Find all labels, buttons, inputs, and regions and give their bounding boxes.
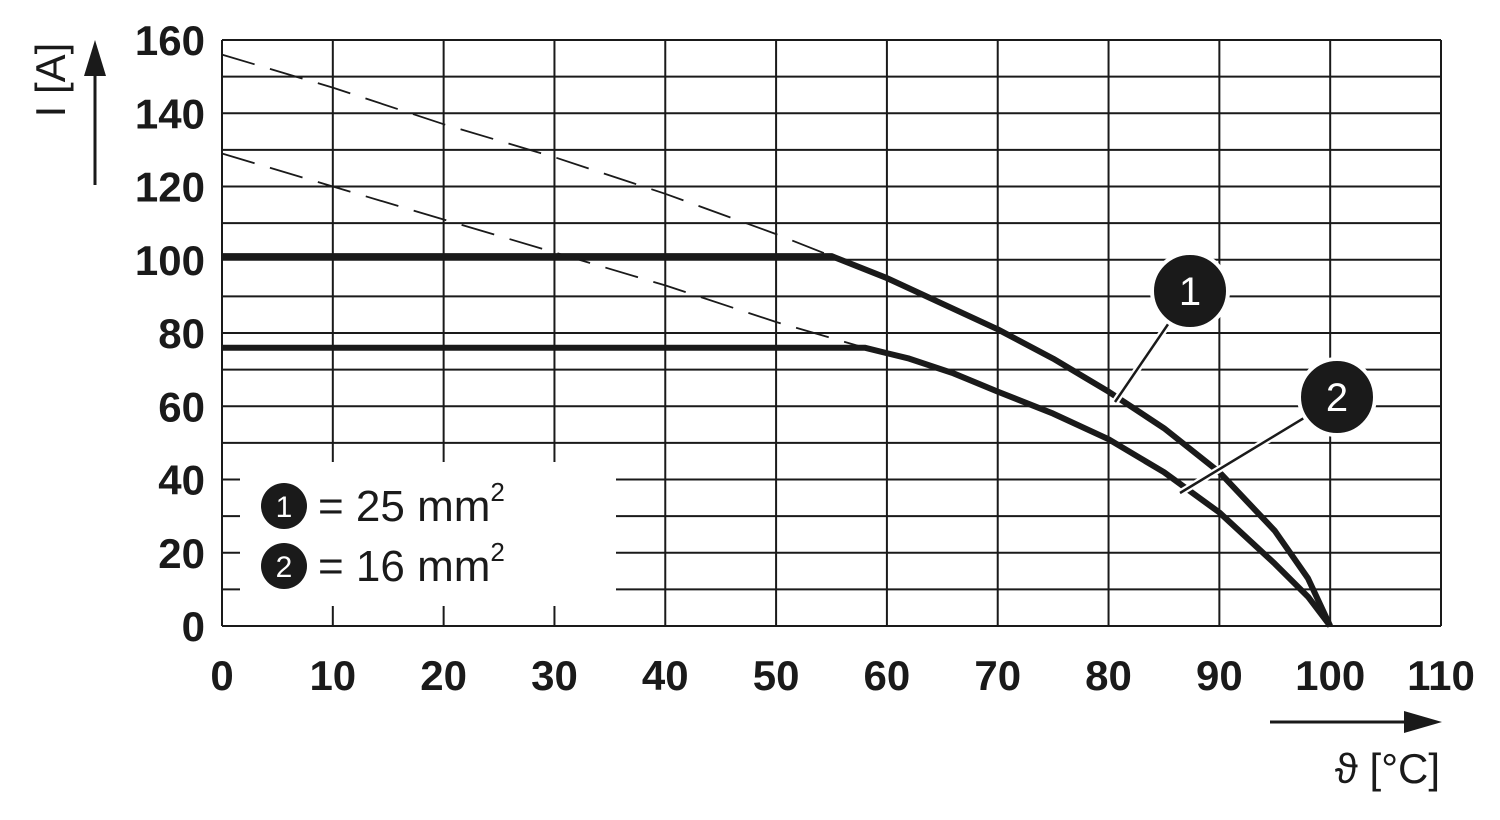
legend-box xyxy=(240,462,616,606)
y-tick-label: 40 xyxy=(158,457,205,504)
y-tick-label: 0 xyxy=(182,603,205,650)
y-axis-label: I [A] xyxy=(27,43,74,118)
legend-text-2-sup: 2 xyxy=(490,537,504,567)
x-tick-label: 10 xyxy=(309,652,356,699)
callout-2: 2 xyxy=(1178,357,1377,496)
x-tick-label: 40 xyxy=(642,652,689,699)
x-tick-label: 0 xyxy=(210,652,233,699)
legend-text-1-sup: 2 xyxy=(490,477,504,507)
legend-text-2-main: = 16 mm xyxy=(318,542,490,591)
x-tick-label: 80 xyxy=(1085,652,1132,699)
x-tick-label: 50 xyxy=(753,652,800,699)
grid xyxy=(221,39,1442,627)
x-axis-arrow-head xyxy=(1404,711,1442,733)
legend-text-2: = 16 mm2 xyxy=(318,537,505,591)
legend-item-2: 2 = 16 mm2 xyxy=(261,537,505,591)
legend-marker-1 xyxy=(261,483,307,529)
x-tick-label: 100 xyxy=(1295,652,1365,699)
y-tick-label: 20 xyxy=(158,530,205,577)
y-tick-label: 140 xyxy=(135,90,205,137)
y-tick-labels: 0 20 40 60 80 100 120 140 160 xyxy=(135,17,205,650)
legend-marker-label-2: 2 xyxy=(276,551,293,584)
x-axis-label: ϑ [°C] xyxy=(1335,745,1440,792)
series-lines xyxy=(221,53,1333,628)
legend-marker-label-1: 1 xyxy=(276,491,293,524)
y-tick-label: 100 xyxy=(135,237,205,284)
x-tick-label: 30 xyxy=(531,652,578,699)
callout-1-label: 1 xyxy=(1179,270,1201,314)
y-tick-label: 160 xyxy=(135,17,205,64)
x-tick-labels: 0 10 20 30 40 50 60 70 80 90 100 110 xyxy=(210,652,1475,699)
callout-2-badge xyxy=(1297,357,1377,437)
y-tick-label: 60 xyxy=(158,383,205,430)
series-1-extrapolation-line xyxy=(221,53,832,257)
x-tick-label: 20 xyxy=(420,652,467,699)
legend: 1 = 25 mm2 2 = 16 mm2 xyxy=(240,462,616,606)
y-tick-label: 120 xyxy=(135,164,205,211)
series-2-line xyxy=(222,344,1333,628)
x-axis-label-group: ϑ [°C] xyxy=(1270,711,1442,792)
x-tick-label: 60 xyxy=(864,652,911,699)
legend-item-1: 1 = 25 mm2 xyxy=(261,477,505,531)
legend-marker-2 xyxy=(261,543,307,589)
legend-text-1-main: = 25 mm xyxy=(318,482,490,531)
callout-1-badge xyxy=(1150,251,1230,331)
legend-text-1: = 25 mm2 xyxy=(318,477,505,531)
callout-2-label: 2 xyxy=(1326,376,1348,420)
y-tick-label: 80 xyxy=(158,310,205,357)
callout-1: 1 xyxy=(1112,251,1230,404)
y-axis-label-group: I [A] xyxy=(27,40,106,185)
x-tick-label: 110 xyxy=(1407,652,1475,699)
x-tick-label: 90 xyxy=(1196,652,1243,699)
series-1-line xyxy=(222,253,1333,628)
series-2-extrapolation-line xyxy=(221,152,865,349)
x-tick-label: 70 xyxy=(974,652,1021,699)
y-axis-arrow-head xyxy=(84,40,106,76)
